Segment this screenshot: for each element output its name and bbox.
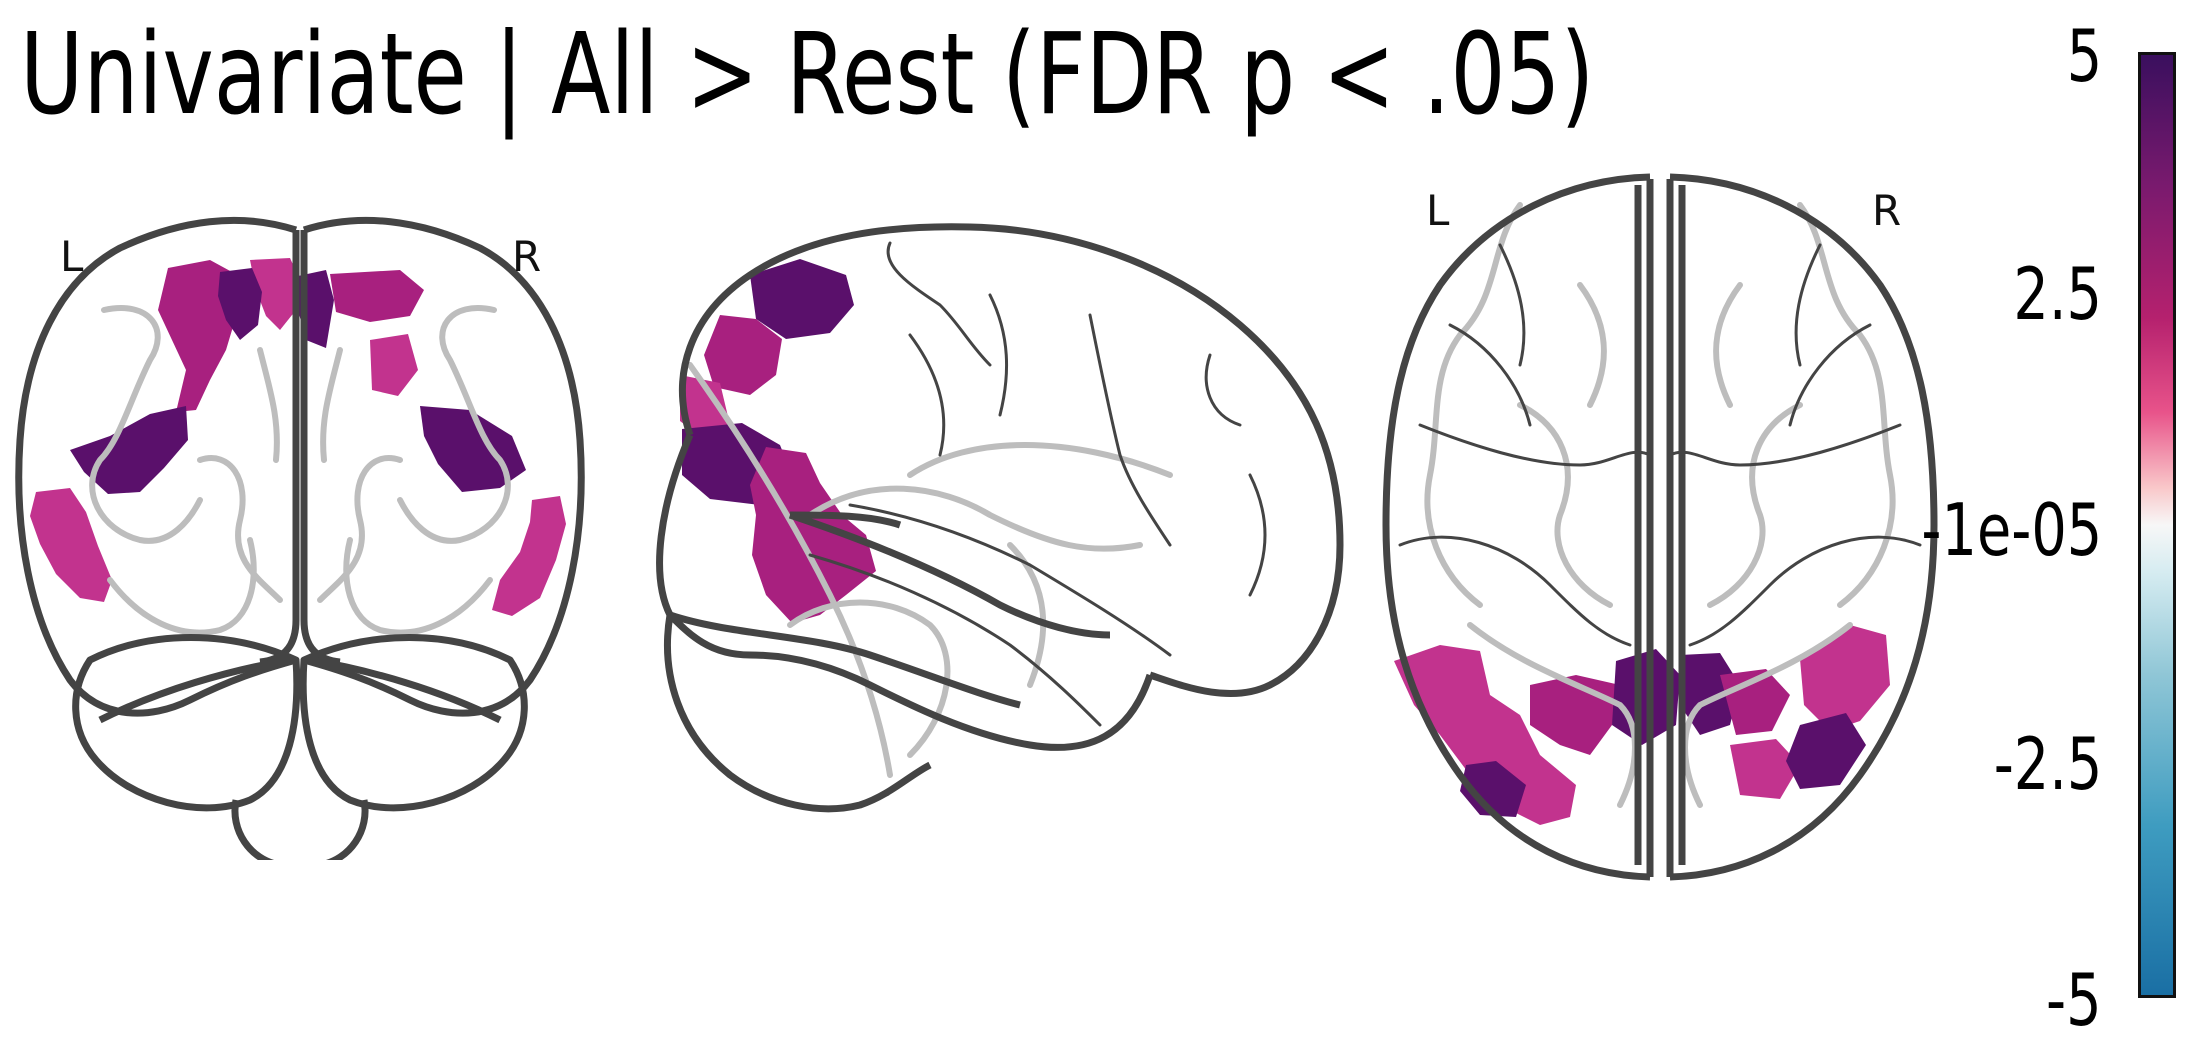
- coronal-right-label: R: [512, 232, 542, 281]
- coronal-brain-outline: [15, 216, 585, 860]
- axial-gyri-lines: [1398, 243, 1922, 647]
- sagittal-activation-blobs: [680, 259, 876, 623]
- axial-brain-view: [1382, 173, 1938, 881]
- sagittal-gyri-lines: [808, 241, 1267, 727]
- sagittal-brain-view: [656, 223, 1344, 813]
- colorbar-tick-label: -2.5: [1993, 722, 2102, 806]
- colorbar-tick-label: -1e-05: [1921, 488, 2102, 572]
- colorbar: [2138, 52, 2176, 998]
- colorbar-tick-label: 2.5: [2013, 252, 2102, 336]
- sagittal-brain-outline: [656, 223, 1344, 813]
- figure-title: Univariate | All > Rest (FDR p < .05): [20, 10, 1595, 140]
- coronal-brain-view: [15, 216, 585, 860]
- colorbar-tick-label: -5: [2046, 958, 2102, 1042]
- coronal-sulci-contours: [89, 305, 511, 636]
- axial-left-label: L: [1426, 186, 1450, 235]
- coronal-left-label: L: [60, 232, 84, 281]
- axial-sulci-contours: [1424, 202, 1896, 808]
- axial-brain-outline: [1382, 173, 1938, 881]
- axial-right-label: R: [1872, 186, 1902, 235]
- colorbar-tick-label: 5: [2066, 14, 2102, 98]
- axial-activation-blobs: [1394, 625, 1890, 825]
